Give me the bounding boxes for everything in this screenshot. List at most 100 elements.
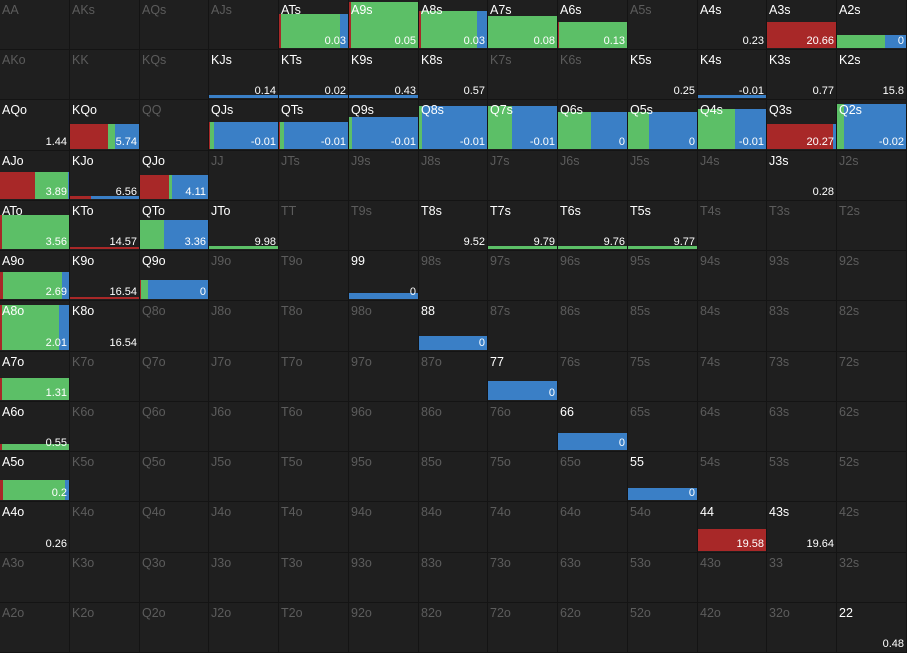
hand-cell-64s[interactable]: 64s xyxy=(698,402,767,452)
hand-cell-q7o[interactable]: Q7o xyxy=(140,352,209,402)
hand-cell-86s[interactable]: 86s xyxy=(558,301,628,352)
hand-cell-52o[interactable]: 52o xyxy=(628,603,698,653)
hand-cell-qq[interactable]: QQ xyxy=(140,100,209,151)
hand-cell-jj[interactable]: JJ xyxy=(209,151,279,201)
hand-cell-k4o[interactable]: K4o xyxy=(70,502,140,553)
hand-cell-33[interactable]: 33 xyxy=(767,553,837,603)
hand-cell-43o[interactable]: 43o xyxy=(698,553,767,603)
hand-cell-a6s[interactable]: A6s 0.13 xyxy=(558,0,628,50)
hand-cell-96o[interactable]: 96o xyxy=(349,402,419,452)
hand-cell-a3o[interactable]: A3o xyxy=(0,553,70,603)
hand-cell-a7s[interactable]: A7s 0.08 xyxy=(488,0,558,50)
hand-cell-k7o[interactable]: K7o xyxy=(70,352,140,402)
hand-cell-k5s[interactable]: K5s 0.25 xyxy=(628,50,698,100)
hand-cell-a8s[interactable]: A8s 0.03 xyxy=(419,0,488,50)
hand-cell-t2s[interactable]: T2s xyxy=(837,201,907,251)
hand-cell-q7s[interactable]: Q7s -0.01 xyxy=(488,100,558,151)
hand-cell-k9s[interactable]: K9s 0.43 xyxy=(349,50,419,100)
hand-cell-a3s[interactable]: A3s 20.66 xyxy=(767,0,837,50)
hand-cell-qjs[interactable]: QJs -0.01 xyxy=(209,100,279,151)
hand-cell-q2s[interactable]: Q2s -0.02 xyxy=(837,100,907,151)
hand-cell-t3o[interactable]: T3o xyxy=(279,553,349,603)
hand-cell-93o[interactable]: 93o xyxy=(349,553,419,603)
hand-cell-a8o[interactable]: A8o 2.01 xyxy=(0,301,70,352)
hand-cell-k9o[interactable]: K9o 16.54 xyxy=(70,251,140,301)
hand-cell-43s[interactable]: 43s 19.64 xyxy=(767,502,837,553)
hand-cell-qjo[interactable]: QJo 4.11 xyxy=(140,151,209,201)
hand-cell-t7o[interactable]: T7o xyxy=(279,352,349,402)
hand-cell-q8o[interactable]: Q8o xyxy=(140,301,209,352)
hand-cell-q6o[interactable]: Q6o xyxy=(140,402,209,452)
hand-cell-aa[interactable]: AA xyxy=(0,0,70,50)
hand-cell-a4o[interactable]: A4o 0.26 xyxy=(0,502,70,553)
hand-cell-a9o[interactable]: A9o 2.69 xyxy=(0,251,70,301)
hand-cell-74s[interactable]: 74s xyxy=(698,352,767,402)
hand-cell-q4o[interactable]: Q4o xyxy=(140,502,209,553)
hand-cell-84s[interactable]: 84s xyxy=(698,301,767,352)
hand-cell-87s[interactable]: 87s xyxy=(488,301,558,352)
hand-cell-j3s[interactable]: J3s 0.28 xyxy=(767,151,837,201)
hand-cell-83s[interactable]: 83s xyxy=(767,301,837,352)
hand-cell-a5o[interactable]: A5o 0.2 xyxy=(0,452,70,502)
hand-cell-k8o[interactable]: K8o 16.54 xyxy=(70,301,140,352)
hand-cell-a7o[interactable]: A7o 1.31 xyxy=(0,352,70,402)
hand-cell-j8s[interactable]: J8s xyxy=(419,151,488,201)
hand-cell-j7s[interactable]: J7s xyxy=(488,151,558,201)
hand-cell-ats[interactable]: ATs 0.03 xyxy=(279,0,349,50)
hand-cell-32o[interactable]: 32o xyxy=(767,603,837,653)
hand-cell-a2o[interactable]: A2o xyxy=(0,603,70,653)
hand-cell-qts[interactable]: QTs -0.01 xyxy=(279,100,349,151)
hand-cell-62s[interactable]: 62s xyxy=(837,402,907,452)
hand-cell-73o[interactable]: 73o xyxy=(488,553,558,603)
hand-cell-q4s[interactable]: Q4s -0.01 xyxy=(698,100,767,151)
hand-cell-63o[interactable]: 63o xyxy=(558,553,628,603)
hand-cell-93s[interactable]: 93s xyxy=(767,251,837,301)
hand-cell-86o[interactable]: 86o xyxy=(419,402,488,452)
hand-cell-k3s[interactable]: K3s 0.77 xyxy=(767,50,837,100)
hand-cell-t5o[interactable]: T5o xyxy=(279,452,349,502)
hand-cell-k8s[interactable]: K8s 0.57 xyxy=(419,50,488,100)
hand-cell-42o[interactable]: 42o xyxy=(698,603,767,653)
hand-cell-kts[interactable]: KTs 0.02 xyxy=(279,50,349,100)
hand-cell-94s[interactable]: 94s xyxy=(698,251,767,301)
hand-cell-a4s[interactable]: A4s 0.23 xyxy=(698,0,767,50)
hand-cell-j3o[interactable]: J3o xyxy=(209,553,279,603)
hand-cell-53o[interactable]: 53o xyxy=(628,553,698,603)
hand-cell-q5s[interactable]: Q5s 0 xyxy=(628,100,698,151)
hand-cell-22[interactable]: 22 0.48 xyxy=(837,603,907,653)
hand-cell-87o[interactable]: 87o xyxy=(419,352,488,402)
hand-cell-t9s[interactable]: T9s xyxy=(349,201,419,251)
hand-cell-k7s[interactable]: K7s xyxy=(488,50,558,100)
hand-cell-k5o[interactable]: K5o xyxy=(70,452,140,502)
hand-cell-54o[interactable]: 54o xyxy=(628,502,698,553)
hand-cell-82o[interactable]: 82o xyxy=(419,603,488,653)
hand-cell-98o[interactable]: 98o xyxy=(349,301,419,352)
hand-cell-j9o[interactable]: J9o xyxy=(209,251,279,301)
hand-cell-k3o[interactable]: K3o xyxy=(70,553,140,603)
hand-cell-76s[interactable]: 76s xyxy=(558,352,628,402)
hand-cell-a2s[interactable]: A2s 0 xyxy=(837,0,907,50)
hand-cell-qto[interactable]: QTo 3.36 xyxy=(140,201,209,251)
hand-cell-ako[interactable]: AKo xyxy=(0,50,70,100)
hand-cell-k6s[interactable]: K6s xyxy=(558,50,628,100)
hand-cell-k2o[interactable]: K2o xyxy=(70,603,140,653)
hand-cell-q3o[interactable]: Q3o xyxy=(140,553,209,603)
hand-cell-a6o[interactable]: A6o 0.55 xyxy=(0,402,70,452)
hand-cell-t8o[interactable]: T8o xyxy=(279,301,349,352)
hand-cell-q6s[interactable]: Q6s 0 xyxy=(558,100,628,151)
hand-cell-aqo[interactable]: AQo 1.44 xyxy=(0,100,70,151)
hand-cell-98s[interactable]: 98s xyxy=(419,251,488,301)
hand-cell-t8s[interactable]: T8s 9.52 xyxy=(419,201,488,251)
hand-cell-55[interactable]: 55 0 xyxy=(628,452,698,502)
hand-cell-t3s[interactable]: T3s xyxy=(767,201,837,251)
hand-cell-73s[interactable]: 73s xyxy=(767,352,837,402)
hand-cell-q3s[interactable]: Q3s 20.27 xyxy=(767,100,837,151)
hand-cell-62o[interactable]: 62o xyxy=(558,603,628,653)
hand-cell-75s[interactable]: 75s xyxy=(628,352,698,402)
hand-cell-85o[interactable]: 85o xyxy=(419,452,488,502)
hand-cell-99[interactable]: 99 0 xyxy=(349,251,419,301)
hand-cell-t9o[interactable]: T9o xyxy=(279,251,349,301)
hand-cell-94o[interactable]: 94o xyxy=(349,502,419,553)
hand-cell-kk[interactable]: KK xyxy=(70,50,140,100)
hand-cell-j5o[interactable]: J5o xyxy=(209,452,279,502)
